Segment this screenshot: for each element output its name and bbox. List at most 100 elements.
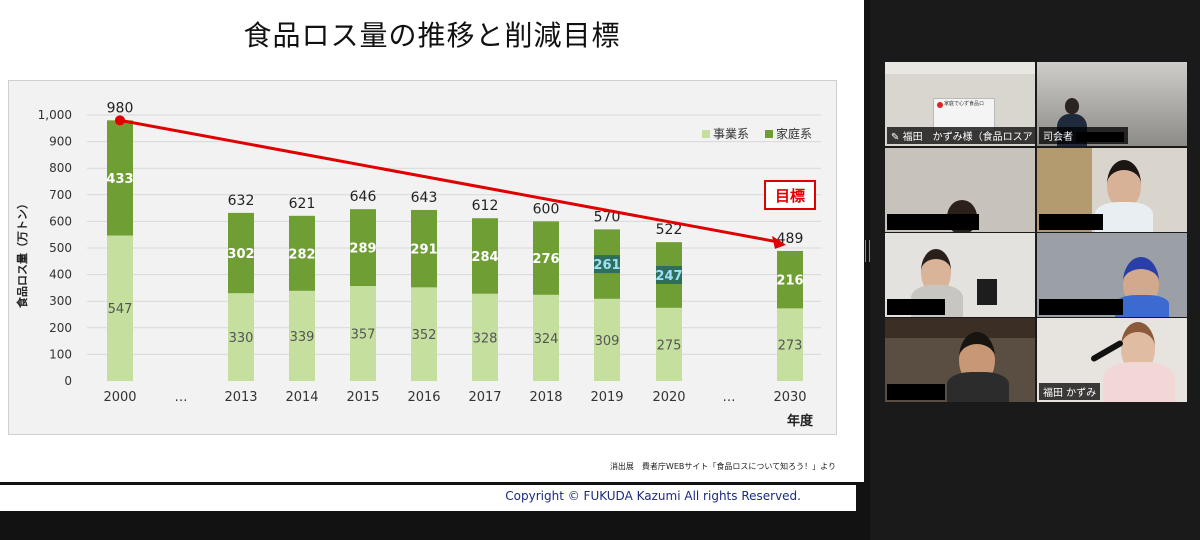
target-label: 目標 xyxy=(775,187,805,205)
participant-tile-speaker[interactable]: 福田 かずみ xyxy=(1037,318,1187,402)
y-tick-label: 100 xyxy=(49,347,72,361)
participant-tile-3[interactable] xyxy=(885,148,1035,232)
y-tick-label: 800 xyxy=(49,161,72,175)
x-tick-label: 2018 xyxy=(529,390,562,405)
data-label-household: 302 xyxy=(227,247,254,262)
split-view-handle[interactable] xyxy=(865,240,870,262)
participant-name-text: 福田 かずみ xyxy=(1043,388,1097,399)
slide-title: 食品ロス量の推移と削減目標 xyxy=(243,19,621,52)
bar-segment-business xyxy=(107,235,133,381)
data-label-business: 273 xyxy=(778,339,803,354)
x-tick-label: 2000 xyxy=(103,390,136,405)
y-tick-label: 1,000 xyxy=(38,108,72,122)
data-label-total: 522 xyxy=(656,222,683,238)
mic-icon: ✎ xyxy=(891,132,900,143)
participant-name: ✎ 福田 かずみ様（食品ロスアド… xyxy=(887,127,1035,144)
target-start-marker xyxy=(115,115,125,126)
x-tick-label: … xyxy=(723,390,736,405)
redacted-name xyxy=(887,299,945,315)
bar-segment-business xyxy=(411,287,437,381)
x-tick-label: 2019 xyxy=(590,390,623,405)
copyright-text: Copyright © FUKUDA Kazumi All rights Res… xyxy=(505,489,801,503)
data-label-total: 600 xyxy=(533,201,560,217)
data-label-total: 612 xyxy=(472,198,499,214)
data-label-highlight xyxy=(656,265,682,284)
data-label-business: 357 xyxy=(351,328,376,343)
x-tick-label: … xyxy=(175,390,188,405)
bar-segment-business xyxy=(472,293,498,381)
redacted-name xyxy=(1039,299,1123,315)
participant-tile-7[interactable] xyxy=(885,318,1035,402)
participant-tile-6[interactable] xyxy=(1037,233,1187,317)
bar-segment-business xyxy=(777,308,803,381)
chart-svg: 0 100 200 300 400 500 600 700 800 900 1,000 食品ロス量（万… xyxy=(15,100,821,429)
data-label-household: 284 xyxy=(471,250,498,265)
bar-segment-business xyxy=(533,294,559,381)
y-tick-label: 500 xyxy=(49,241,72,255)
bar-segment-business xyxy=(656,307,682,381)
participant-gallery: 家庭で心ず食品ロ ✎ 福田 かずみ様（食品ロスアド… 司会者 xyxy=(870,0,1200,540)
data-label-business: 547 xyxy=(108,302,133,317)
data-label-total: 646 xyxy=(350,189,377,205)
y-tick-label: 200 xyxy=(49,321,72,335)
participant-name: 司会者 xyxy=(1039,127,1129,144)
participant-name: 福田 かずみ xyxy=(1039,383,1101,400)
bar-segment-household xyxy=(228,212,254,294)
data-label-total: 489 xyxy=(777,231,804,247)
participant-name-text: 福田 かずみ様（食品ロスアド… xyxy=(902,132,1035,143)
y-tick-label: 300 xyxy=(49,294,72,308)
data-label-household: 282 xyxy=(288,247,315,262)
data-label-business: 328 xyxy=(473,331,498,346)
data-label-business: 330 xyxy=(229,331,254,346)
bar-segment-household xyxy=(533,221,559,295)
data-label-highlight xyxy=(594,255,620,274)
target-label-box xyxy=(764,180,816,210)
data-label-total: 621 xyxy=(289,196,316,212)
bar-segment-household xyxy=(289,215,315,291)
legend-label-household: 家庭系 xyxy=(776,126,812,141)
y-tick-label: 0 xyxy=(64,374,72,388)
participant-tile-5[interactable] xyxy=(885,233,1035,317)
shared-screen: 食品ロス量の推移と削減目標 0 100 200 300 400 500 600 700 800 9… xyxy=(0,0,864,511)
y-tick-label: 700 xyxy=(49,188,72,202)
bar-segment-household xyxy=(350,209,376,287)
target-arrowhead xyxy=(772,235,786,249)
bar-segment-business xyxy=(350,286,376,381)
bar-segment-business xyxy=(289,290,315,381)
legend-swatch-household xyxy=(765,130,773,138)
x-tick-label: 2020 xyxy=(652,390,685,405)
food-loss-chart: 0 100 200 300 400 500 600 700 800 900 1,000 食品ロス量（万… xyxy=(8,80,837,435)
data-label-total: 570 xyxy=(594,209,621,225)
participant-tile-4[interactable] xyxy=(1037,148,1187,232)
participant-tile-host[interactable]: 司会者 xyxy=(1037,62,1187,146)
redacted-name xyxy=(887,214,979,230)
source-note: 消出展 費者庁WEBサイト「食品ロスについて知ろう！」より xyxy=(609,462,836,471)
data-label-household: 261 xyxy=(593,258,620,273)
bar-segment-household xyxy=(107,120,133,236)
data-label-household: 216 xyxy=(776,274,803,289)
presentation-logo xyxy=(937,102,943,108)
x-axis-label: 年度 xyxy=(787,413,814,429)
data-label-household: 247 xyxy=(655,269,682,284)
x-tick-label: 2014 xyxy=(285,390,318,405)
bar-segment-business xyxy=(594,298,620,381)
y-tick-label: 400 xyxy=(49,268,72,282)
data-label-household: 276 xyxy=(532,252,559,267)
y-axis-label: 食品ロス量（万トン） xyxy=(15,198,29,308)
data-label-business: 339 xyxy=(290,330,315,345)
redacted-name xyxy=(1039,214,1103,230)
data-label-total: 980 xyxy=(107,100,134,116)
copyright-bar: Copyright © FUKUDA Kazumi All rights Res… xyxy=(0,485,856,511)
x-tick-label: 2013 xyxy=(224,390,257,405)
x-tick-label: 2030 xyxy=(773,390,806,405)
data-label-business: 275 xyxy=(657,338,682,353)
y-tick-label: 900 xyxy=(49,135,72,149)
data-label-total: 643 xyxy=(411,190,438,206)
microphone xyxy=(1089,339,1125,363)
presentation-screen-text: 家庭で心ず食品ロ xyxy=(943,101,984,107)
bar-segment-household xyxy=(777,250,803,309)
data-label-total: 632 xyxy=(228,193,255,209)
legend-swatch-business xyxy=(702,130,710,138)
target-trend-line xyxy=(119,118,779,244)
participant-tile-presenter[interactable]: 家庭で心ず食品ロ ✎ 福田 かずみ様（食品ロスアド… xyxy=(885,62,1035,146)
